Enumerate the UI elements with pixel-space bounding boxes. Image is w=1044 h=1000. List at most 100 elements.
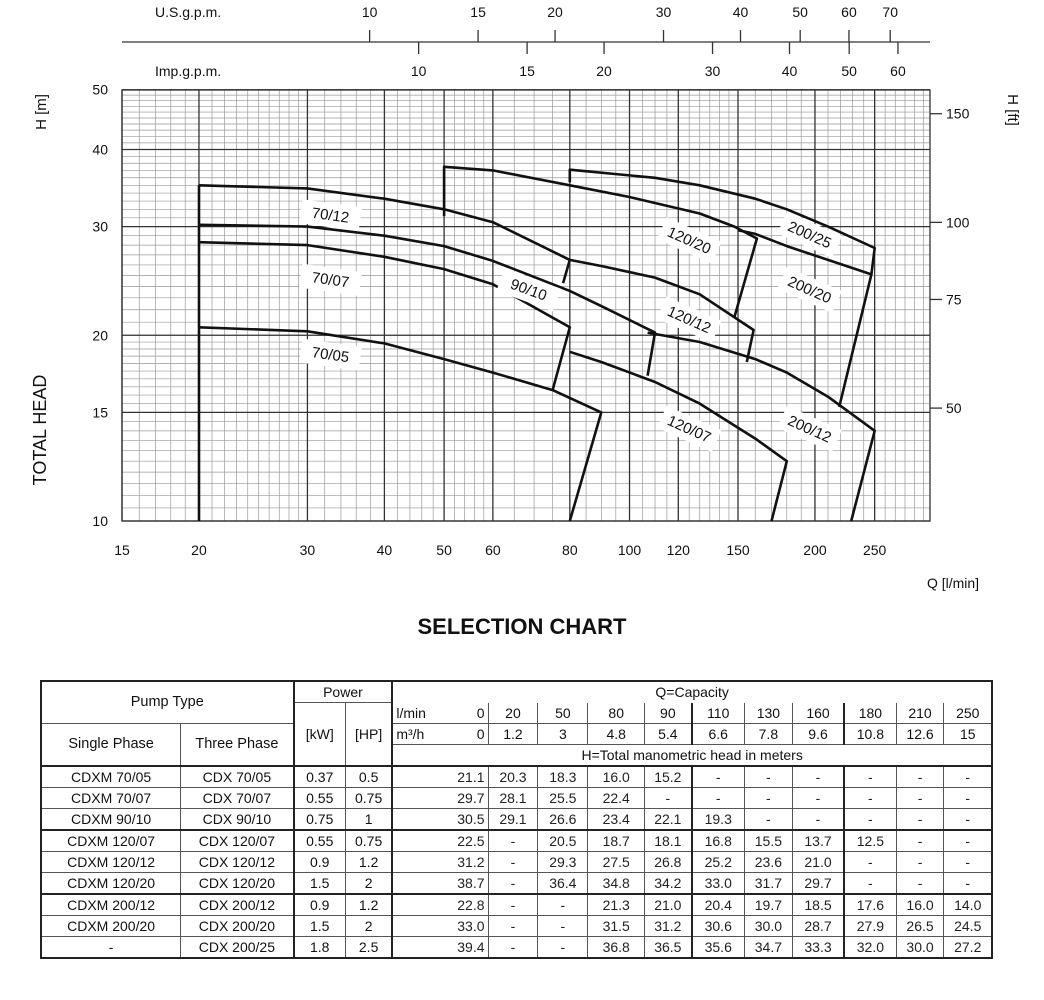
head-value: - — [843, 807, 897, 830]
table-row: CDXM 200/20 CDX 200/20 1.5 2 33.0- -31.5 31.2 3… — [40, 914, 993, 937]
us-gpm-tick-label: 15 — [470, 4, 486, 20]
us-gpm-tick-label: 70 — [882, 4, 898, 20]
three-phase-model: CDX 200/25 — [180, 935, 295, 958]
head-value: 19.7 — [743, 892, 793, 916]
us-gpm-tick-label: 20 — [547, 4, 563, 20]
lmin-value: 210 — [895, 702, 945, 724]
right-axis-tick-label: 150 — [946, 106, 970, 122]
curve-label-background — [496, 268, 561, 312]
single-phase-model: CDXM 70/07 — [40, 786, 182, 809]
head-value: - — [943, 807, 993, 830]
head-value: 27.9 — [843, 914, 897, 937]
head-value: 26.6 — [537, 807, 589, 830]
three-phase-model: CDX 200/12 — [180, 892, 295, 916]
y-tick-label: 50 — [92, 82, 108, 98]
head-value: 29.3 — [537, 850, 589, 873]
power-kw: 0.37 — [293, 764, 346, 788]
head-value: 24.5 — [943, 914, 993, 937]
table-row: CDXM 70/07 CDX 70/07 0.55 0.75 29.7 28.1 25.5 2… — [40, 786, 993, 809]
m3h-value: 9.6 — [791, 722, 846, 745]
lmin-value: 130 — [743, 702, 793, 724]
single-phase-model: CDXM 200/20 — [40, 914, 182, 937]
lmin-value: 20 — [487, 702, 539, 724]
head-value: 28.7 — [791, 914, 846, 937]
lmin-value: 110 — [691, 702, 745, 724]
imp-gpm-tick-label: 60 — [890, 63, 906, 79]
pump-curve-70-07 — [198, 240, 572, 391]
head-value: 26.8 — [644, 850, 693, 873]
head-value: 33.0 — [691, 871, 745, 894]
head-value: - — [943, 850, 993, 873]
three-phase-model: CDX 200/20 — [180, 914, 295, 937]
head-value: 18.7 — [587, 828, 646, 852]
power-kw: 0.9 — [293, 892, 346, 916]
m3h-value: 15 — [943, 722, 993, 745]
power-hp: 2 — [344, 914, 394, 937]
head-value: 19.3 — [691, 807, 745, 830]
lmin-value: 50 — [537, 702, 589, 724]
pump-type-header: Pump Type — [40, 680, 295, 724]
left-unit-label: H [m] — [33, 94, 50, 130]
three-phase-model: CDX 70/07 — [180, 786, 295, 809]
x-tick-label: 40 — [377, 542, 393, 558]
head-value: - — [843, 764, 897, 788]
head-value: - — [743, 764, 793, 788]
head-value: - — [691, 764, 745, 788]
table-row: CDXM 90/10 CDX 90/10 0.75 1 30.5 29.1 26.6 23.4… — [40, 807, 993, 830]
head-value: - — [537, 914, 589, 937]
single-phase-model: - — [40, 935, 182, 958]
head-value: 15.5 — [743, 828, 793, 852]
three-phase-model: CDX 120/12 — [180, 850, 295, 873]
head-value: 29.7 — [791, 871, 846, 894]
hp-header: [HP] — [344, 702, 394, 766]
head-value: - — [843, 871, 897, 894]
pump-curve-120-20 — [442, 165, 759, 318]
m3h-value: 12.6 — [895, 722, 945, 745]
curve-label-group: 70/05 — [299, 338, 362, 371]
pump-curve-200-25 — [568, 168, 876, 275]
power-kw: 0.55 — [293, 828, 346, 852]
lmin-value: 160 — [791, 702, 846, 724]
head-value: 31.7 — [743, 871, 793, 894]
curve-label-background — [656, 217, 722, 264]
lmin-value: 180 — [843, 702, 897, 724]
head-value: 18.5 — [791, 892, 846, 916]
x-tick-label: 250 — [863, 542, 887, 558]
curve-label: 70/12 — [311, 205, 351, 227]
y-tick-label: 15 — [92, 404, 108, 420]
head-value: 20.3 — [487, 764, 539, 788]
pump-curve-200-12 — [647, 331, 876, 522]
imp-gpm-tick-label: 50 — [841, 63, 857, 79]
us-gpm-tick-label: 50 — [792, 4, 808, 20]
single-phase-header: Single Phase — [40, 723, 182, 766]
plot-frame — [121, 89, 931, 522]
head-value: 33.3 — [791, 935, 846, 958]
m3h-value: 1.2 — [487, 722, 539, 745]
head-value: - — [644, 786, 693, 809]
head-value: 22.8 — [391, 892, 489, 916]
selection-chart: 15 20 30 40 50 60 80 100 120 150 200 250 10 15 20 30 40 5… — [30, 4, 1021, 591]
m3h-label: m³/h — [391, 722, 461, 745]
head-value: - — [487, 892, 539, 916]
single-phase-model: CDXM 70/05 — [40, 764, 182, 788]
power-hp: 2 — [344, 871, 394, 894]
curve-label-background — [299, 338, 362, 371]
head-value: 28.1 — [487, 786, 539, 809]
x-tick-label: 60 — [485, 542, 501, 558]
head-value: 34.8 — [587, 871, 646, 894]
head-value: - — [843, 850, 897, 873]
pump-curve-120-07 — [569, 350, 789, 522]
three-phase-model: CDX 120/07 — [180, 828, 295, 852]
x-tick-label: 80 — [562, 542, 578, 558]
y-axis-label: TOTAL HEAD — [30, 375, 50, 486]
pump-curve-120-12 — [569, 258, 755, 363]
single-phase-model: CDXM 120/20 — [40, 871, 182, 894]
head-value: 36.8 — [587, 935, 646, 958]
curve-label-background — [777, 405, 842, 453]
head-value: - — [537, 935, 589, 958]
head-value: - — [487, 828, 539, 852]
lmin-value: 0 — [460, 702, 489, 724]
head-value: 27.2 — [943, 935, 993, 958]
head-value: 38.7 — [391, 871, 489, 894]
m3h-value: 7.8 — [743, 722, 793, 745]
